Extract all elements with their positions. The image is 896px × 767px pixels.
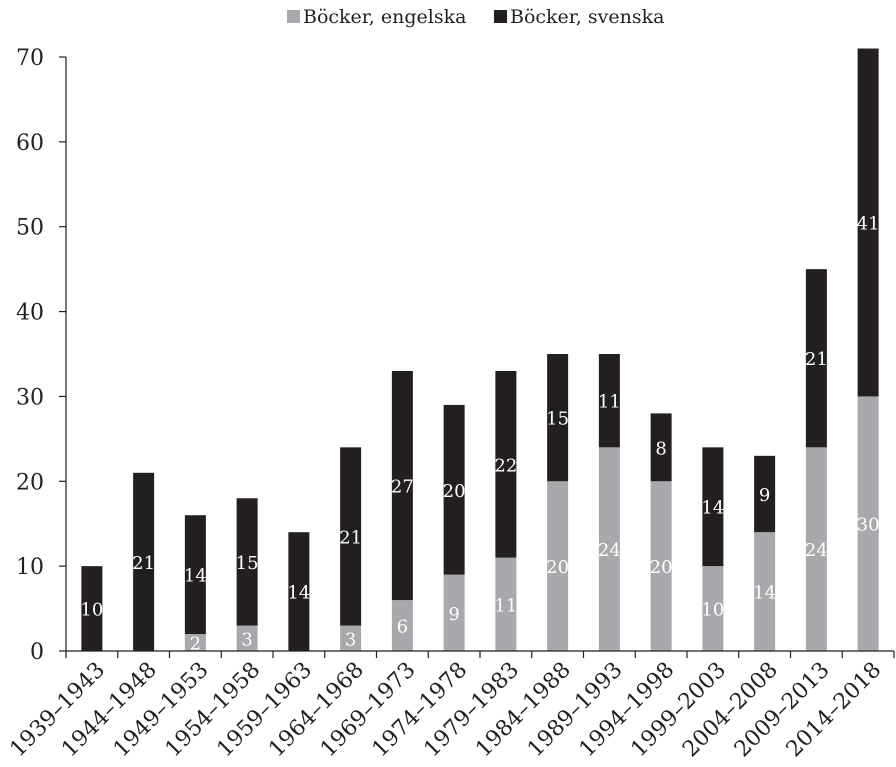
data-label: 2 <box>190 634 201 655</box>
legend-item: Böcker, engelska <box>287 6 466 28</box>
data-label: 21 <box>339 527 362 548</box>
data-label: 14 <box>701 498 724 519</box>
y-tick-label: 60 <box>16 131 44 156</box>
legend-label: Böcker, engelska <box>303 6 466 28</box>
bar-segment <box>184 515 206 635</box>
data-label: 15 <box>236 553 259 574</box>
bar-segment <box>702 566 724 651</box>
bar-segment <box>443 574 465 651</box>
bar-segment <box>598 447 620 651</box>
data-label: 41 <box>857 213 880 234</box>
bar-segment <box>495 557 517 651</box>
data-label: 20 <box>443 481 466 502</box>
bar-segment <box>236 625 258 651</box>
data-label: 21 <box>132 553 155 574</box>
bar-segment <box>805 447 827 651</box>
bar-segment <box>857 48 879 397</box>
y-tick-label: 50 <box>16 216 44 241</box>
data-label: 6 <box>397 617 408 638</box>
bar-segment <box>650 413 672 482</box>
bar-segment <box>754 455 776 533</box>
bar-segment <box>391 370 413 601</box>
data-label: 9 <box>448 604 459 625</box>
data-label: 30 <box>857 515 880 536</box>
y-tick-label: 40 <box>16 301 44 326</box>
data-label: 20 <box>650 557 673 578</box>
data-label: 9 <box>759 485 770 506</box>
data-label: 3 <box>241 629 252 650</box>
bar-segment <box>857 396 879 651</box>
data-label: 3 <box>345 629 356 650</box>
bar-segment <box>805 269 827 448</box>
data-label: 11 <box>598 392 621 413</box>
bar-segment <box>340 625 362 651</box>
data-label: 14 <box>184 566 207 587</box>
y-tick-label: 0 <box>30 640 44 665</box>
bar-segment <box>547 481 569 651</box>
bar-segment <box>288 532 310 651</box>
data-label: 20 <box>546 557 569 578</box>
x-axis: 1939–19431944–19481949–19531954–19581959… <box>5 650 895 762</box>
legend-item: Böcker, svenska <box>494 6 664 28</box>
bar-segment <box>391 600 413 651</box>
bar-segment <box>443 404 465 575</box>
bars: 10 21 2 14 3 15 14 3 21 6 27 9 20 11 22 20 15 24 11 20 8 10 14… <box>80 48 880 655</box>
legend: Böcker, engelska Böcker, svenska <box>287 6 664 28</box>
y-tick-label: 10 <box>16 555 44 580</box>
bar-segment <box>133 472 155 651</box>
data-label: 21 <box>805 349 828 370</box>
bar-segment <box>184 634 206 651</box>
bar-segment <box>702 447 724 567</box>
data-label: 15 <box>546 409 569 430</box>
legend-label: Böcker, svenska <box>510 6 664 28</box>
legend-swatch <box>494 10 507 23</box>
y-tick-label: 20 <box>16 470 44 495</box>
data-label: 14 <box>287 583 310 604</box>
y-axis: 0 10 20 30 40 50 60 70 <box>16 46 67 665</box>
bar-segment <box>81 566 103 651</box>
data-label: 11 <box>494 595 517 616</box>
bar-segment <box>340 447 362 626</box>
y-tick-label: 30 <box>16 385 44 410</box>
data-label: 10 <box>701 600 724 621</box>
legend-swatch <box>287 10 300 23</box>
bar-segment <box>547 354 569 482</box>
data-label: 10 <box>80 600 103 621</box>
y-tick-label: 70 <box>16 46 44 71</box>
data-label: 14 <box>753 583 776 604</box>
bar-segment <box>650 481 672 651</box>
bar-segment <box>236 498 258 626</box>
bar-segment <box>598 354 620 448</box>
data-label: 27 <box>391 477 414 498</box>
data-label: 24 <box>805 540 828 561</box>
bar-segment <box>754 532 776 651</box>
data-label: 8 <box>655 438 666 459</box>
bar-segment <box>495 370 517 558</box>
data-label: 22 <box>494 455 517 476</box>
data-label: 24 <box>598 540 621 561</box>
